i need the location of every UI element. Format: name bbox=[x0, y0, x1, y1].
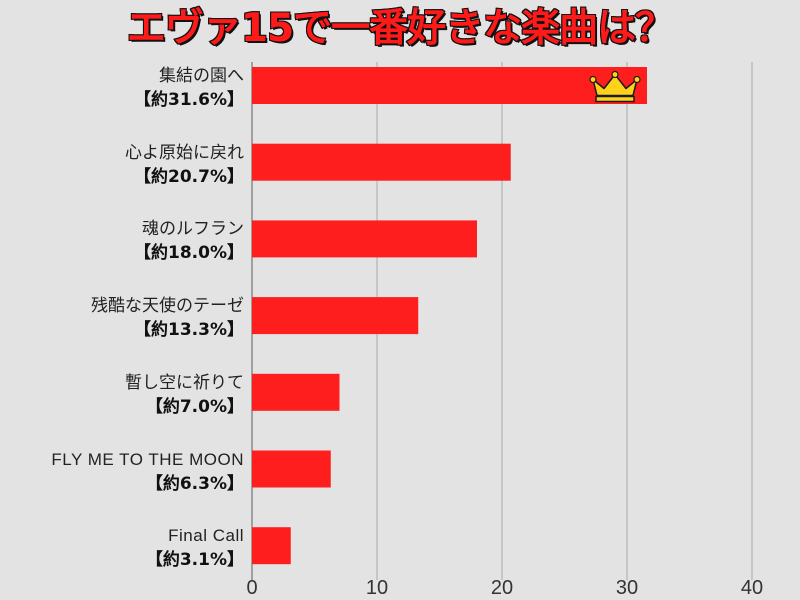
bar bbox=[252, 143, 511, 181]
chart-title: エヴァ15で一番好きな楽曲は？ bbox=[126, 5, 675, 52]
bar bbox=[252, 527, 291, 565]
x-tick-label: 40 bbox=[741, 577, 763, 599]
category-label: 心よ原始に戻れ bbox=[125, 142, 244, 163]
category-label: FLY ME TO THE MOON bbox=[51, 449, 244, 469]
value-label: 【約7.0%】 bbox=[145, 396, 244, 417]
category-label: 魂のルフラン bbox=[142, 219, 244, 240]
x-tick-label: 10 bbox=[366, 577, 388, 599]
category-label: 暫し空に祈りて bbox=[125, 372, 244, 393]
value-label: 【約31.6%】 bbox=[134, 90, 244, 110]
bar bbox=[252, 373, 340, 411]
category-label: 集結の園へ bbox=[159, 66, 244, 86]
bar bbox=[252, 67, 647, 104]
bar bbox=[252, 220, 477, 258]
x-tick-label: 20 bbox=[491, 577, 513, 599]
x-tick-label: 30 bbox=[616, 577, 638, 599]
value-label: 【約18.0%】 bbox=[134, 243, 244, 264]
value-label: 【約13.3%】 bbox=[134, 320, 244, 341]
x-tick-label: 0 bbox=[246, 577, 257, 599]
bar bbox=[252, 297, 419, 335]
category-label: 残酷な天使のテーゼ bbox=[91, 296, 244, 317]
category-label: Final Call bbox=[168, 526, 244, 546]
value-label: 【約20.7%】 bbox=[134, 166, 244, 187]
bar bbox=[252, 450, 331, 488]
crown-icon bbox=[589, 70, 641, 103]
value-label: 【約6.3%】 bbox=[145, 473, 244, 494]
value-label: 【約3.1%】 bbox=[145, 550, 244, 571]
